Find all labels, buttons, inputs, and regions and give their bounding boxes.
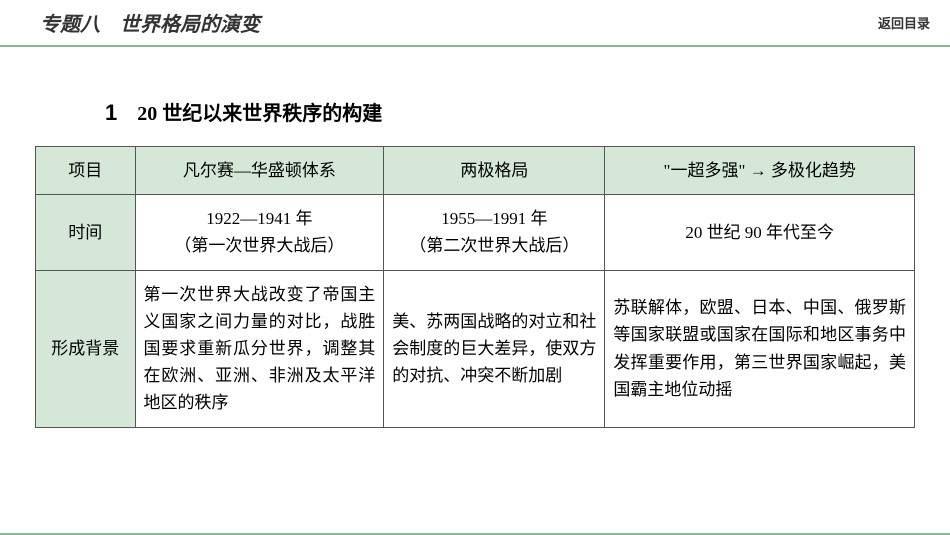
col-header-label: 项目 [36, 147, 136, 195]
cell: 苏联解体，欧盟、日本、中国、俄罗斯等国家联盟或国家在国际和地区事务中发挥重要作用… [605, 270, 915, 427]
cell: 20 世纪 90 年代至今 [605, 195, 915, 270]
cell: 1955—1991 年（第二次世界大战后） [384, 195, 605, 270]
content-area: 1 20 世纪以来世界秩序的构建 项目 凡尔赛—华盛顿体系 两极格局 "一超多强… [0, 47, 950, 428]
col-header-c: "一超多强" → 多极化趋势 [605, 147, 915, 195]
header-title: 专题八 世界格局的演变 [40, 8, 260, 37]
cell: 1922—1941 年（第一次世界大战后） [135, 195, 384, 270]
section-heading: 1 20 世纪以来世界秩序的构建 [105, 97, 915, 126]
page-header: 专题八 世界格局的演变 返回目录 [0, 0, 950, 47]
cell: 美、苏两国战略的对立和社会制度的巨大差异，使双方的对抗、冲突不断加剧 [384, 270, 605, 427]
back-link[interactable]: 返回目录 [878, 13, 930, 32]
table-header-row: 项目 凡尔赛—华盛顿体系 两极格局 "一超多强" → 多极化趋势 [36, 147, 915, 195]
col-header-b: 两极格局 [384, 147, 605, 195]
cell: 第一次世界大战改变了帝国主义国家之间力量的对比，战胜国要求重新瓜分世界，调整其在… [135, 270, 384, 427]
comparison-table: 项目 凡尔赛—华盛顿体系 两极格局 "一超多强" → 多极化趋势 时间 1922… [35, 146, 915, 428]
section-number: 1 [105, 100, 117, 126]
col-header-a: 凡尔赛—华盛顿体系 [135, 147, 384, 195]
row-label: 形成背景 [36, 270, 136, 427]
table-row: 时间 1922—1941 年（第一次世界大战后） 1955—1991 年（第二次… [36, 195, 915, 270]
row-label: 时间 [36, 195, 136, 270]
table-row: 形成背景 第一次世界大战改变了帝国主义国家之间力量的对比，战胜国要求重新瓜分世界… [36, 270, 915, 427]
section-title: 20 世纪以来世界秩序的构建 [137, 97, 382, 126]
